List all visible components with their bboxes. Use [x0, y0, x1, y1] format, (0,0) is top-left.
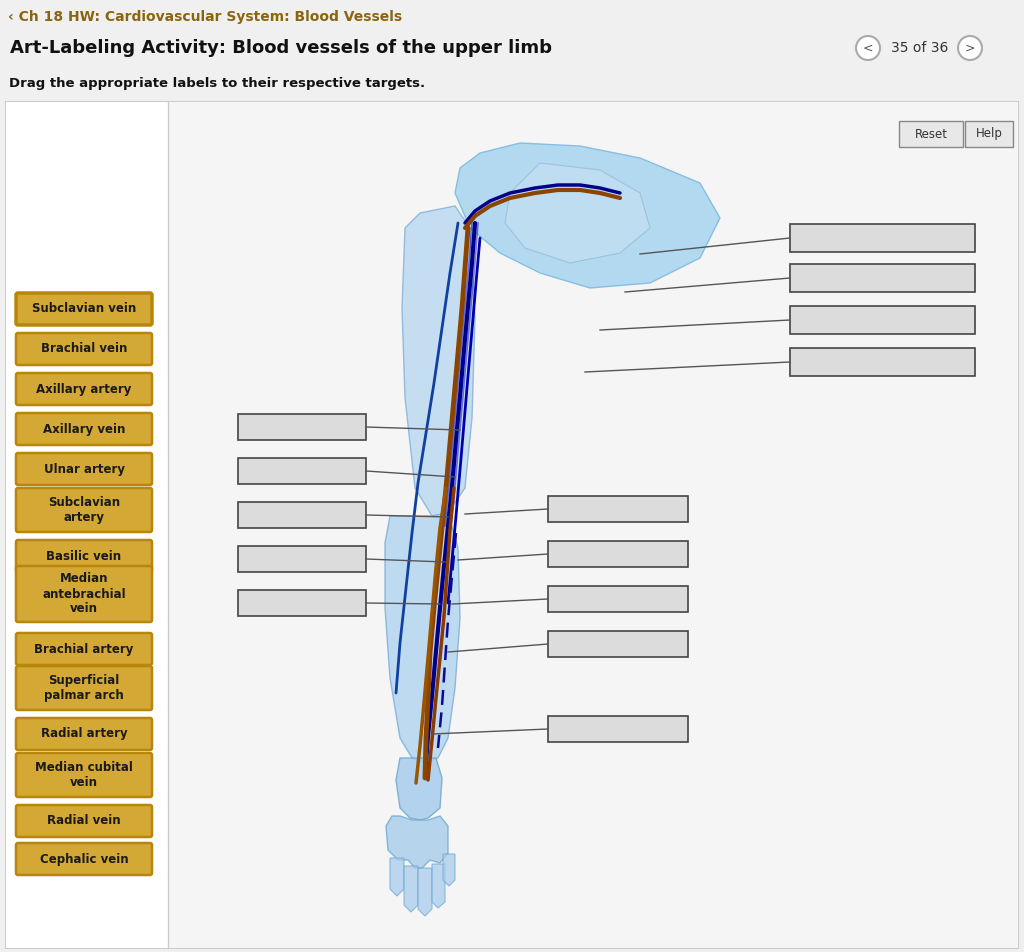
Text: Brachial artery: Brachial artery	[35, 643, 134, 656]
Text: Median
antebrachial
vein: Median antebrachial vein	[42, 572, 126, 616]
Polygon shape	[385, 513, 460, 763]
Text: Radial vein: Radial vein	[47, 815, 121, 827]
FancyBboxPatch shape	[790, 348, 975, 376]
FancyBboxPatch shape	[16, 805, 152, 837]
FancyBboxPatch shape	[548, 586, 688, 612]
FancyBboxPatch shape	[548, 496, 688, 522]
FancyBboxPatch shape	[16, 333, 152, 365]
Text: Reset: Reset	[914, 128, 947, 141]
FancyBboxPatch shape	[6, 102, 168, 948]
FancyBboxPatch shape	[16, 293, 152, 325]
FancyBboxPatch shape	[16, 453, 152, 485]
Text: Axillary artery: Axillary artery	[36, 383, 132, 395]
FancyBboxPatch shape	[965, 121, 1013, 147]
Text: Drag the appropriate labels to their respective targets.: Drag the appropriate labels to their res…	[9, 77, 425, 90]
Polygon shape	[404, 866, 418, 912]
FancyBboxPatch shape	[16, 540, 152, 572]
Text: Subclavian
artery: Subclavian artery	[48, 496, 120, 524]
FancyBboxPatch shape	[238, 546, 366, 572]
FancyBboxPatch shape	[16, 718, 152, 750]
FancyBboxPatch shape	[16, 566, 152, 622]
Text: >: >	[965, 42, 975, 54]
Text: ‹ Ch 18 HW: Cardiovascular System: Blood Vessels: ‹ Ch 18 HW: Cardiovascular System: Blood…	[8, 10, 402, 24]
Text: Brachial vein: Brachial vein	[41, 343, 127, 355]
Text: Cephalic vein: Cephalic vein	[40, 852, 128, 865]
FancyBboxPatch shape	[16, 633, 152, 665]
Polygon shape	[418, 868, 432, 916]
Text: Radial artery: Radial artery	[41, 727, 127, 741]
FancyBboxPatch shape	[548, 716, 688, 742]
FancyBboxPatch shape	[548, 631, 688, 657]
FancyBboxPatch shape	[790, 306, 975, 334]
FancyBboxPatch shape	[16, 843, 152, 875]
FancyBboxPatch shape	[899, 121, 963, 147]
Polygon shape	[455, 143, 720, 288]
Polygon shape	[443, 854, 455, 886]
Polygon shape	[402, 206, 475, 516]
Text: Superficial
palmar arch: Superficial palmar arch	[44, 674, 124, 702]
FancyBboxPatch shape	[16, 488, 152, 532]
Circle shape	[958, 36, 982, 60]
FancyBboxPatch shape	[790, 224, 975, 252]
FancyBboxPatch shape	[548, 541, 688, 567]
Polygon shape	[390, 858, 404, 896]
Text: Ulnar artery: Ulnar artery	[43, 463, 125, 475]
Text: Basilic vein: Basilic vein	[46, 549, 122, 563]
FancyBboxPatch shape	[16, 753, 152, 797]
Polygon shape	[505, 163, 650, 263]
Polygon shape	[432, 864, 445, 908]
FancyBboxPatch shape	[169, 102, 1018, 948]
Text: Art-Labeling Activity: Blood vessels of the upper limb: Art-Labeling Activity: Blood vessels of …	[10, 39, 552, 57]
Polygon shape	[386, 816, 449, 868]
FancyBboxPatch shape	[16, 666, 152, 710]
Text: Median cubital
vein: Median cubital vein	[35, 761, 133, 789]
Text: 35 of 36: 35 of 36	[891, 41, 948, 55]
FancyBboxPatch shape	[6, 102, 1018, 948]
FancyBboxPatch shape	[238, 590, 366, 616]
FancyBboxPatch shape	[16, 413, 152, 445]
FancyBboxPatch shape	[238, 458, 366, 484]
Text: Help: Help	[976, 128, 1002, 141]
Text: <: <	[863, 42, 873, 54]
FancyBboxPatch shape	[790, 264, 975, 292]
Polygon shape	[396, 758, 442, 820]
FancyBboxPatch shape	[238, 502, 366, 528]
Text: Axillary vein: Axillary vein	[43, 423, 125, 435]
Circle shape	[856, 36, 880, 60]
FancyBboxPatch shape	[238, 414, 366, 440]
FancyBboxPatch shape	[16, 373, 152, 405]
Text: Subclavian vein: Subclavian vein	[32, 303, 136, 315]
